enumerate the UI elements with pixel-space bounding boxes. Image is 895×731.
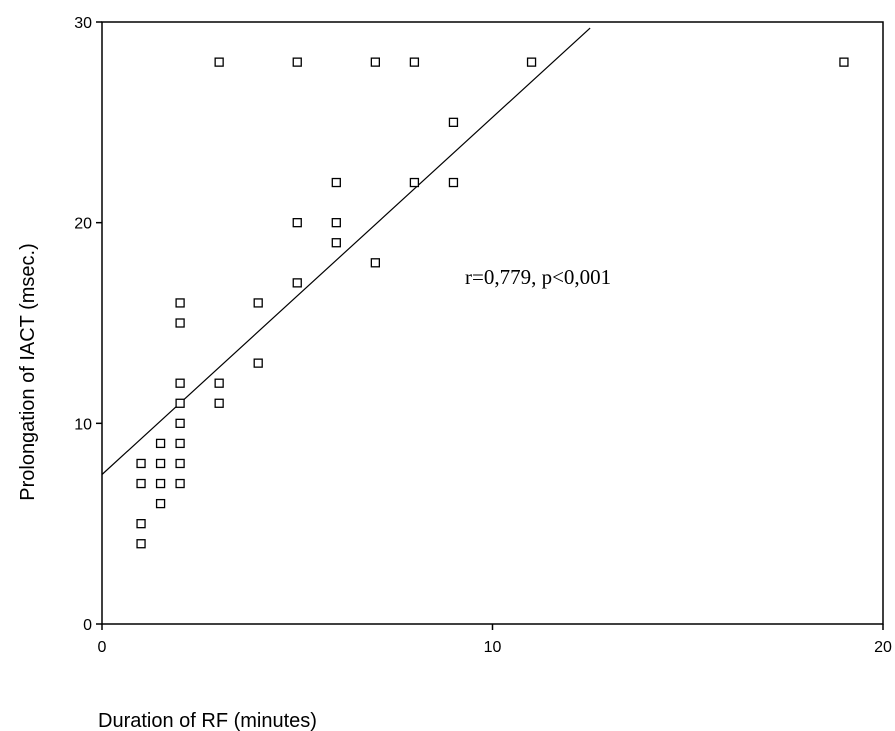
scatter-point: [155, 458, 166, 469]
x-tick-label: 10: [484, 639, 502, 656]
y-axis-label: Prolongation of IACT (msec.): [17, 243, 39, 501]
scatter-point: [175, 458, 185, 469]
scatter-point: [253, 298, 263, 308]
regression-line-group: [101, 27, 591, 475]
scatter-point: [526, 57, 537, 67]
scatter-point: [370, 258, 381, 268]
x-tick-label: 0: [98, 639, 107, 656]
axis-ticks: [96, 21, 884, 630]
scatter-point: [214, 378, 224, 388]
scatter-point: [331, 218, 341, 228]
scatter-point: [839, 57, 849, 67]
scatter-point: [331, 238, 341, 248]
scatter-point: [448, 117, 459, 127]
scatter-point: [175, 378, 185, 388]
scatter-point: [175, 418, 185, 428]
scatter-point: [136, 539, 146, 549]
scatter-point: [409, 57, 420, 67]
scatter-point: [155, 478, 166, 489]
x-axis-label: Duration of RF (minutes): [98, 710, 317, 731]
scatter-point: [175, 398, 185, 408]
y-tick-label: 10: [74, 416, 92, 433]
scatter-point: [214, 398, 224, 408]
data-points: [136, 57, 849, 549]
scatter-point: [370, 57, 381, 67]
x-tick-label: 20: [874, 639, 892, 656]
scatter-point: [175, 438, 185, 449]
scatter-point: [331, 177, 341, 188]
scatter-point: [155, 438, 166, 449]
correlation-annotation: r=0,779, p<0,001: [465, 265, 611, 289]
regression-line: [101, 27, 591, 475]
scatter-point: [155, 498, 166, 509]
y-tick-label: 30: [74, 15, 92, 32]
scatter-point: [253, 358, 263, 368]
scatter-point: [175, 298, 185, 308]
scatter-point: [136, 478, 146, 489]
scatter-point: [175, 318, 185, 328]
scatter-point: [214, 57, 224, 67]
y-tick-label: 20: [74, 216, 92, 233]
scatter-point: [136, 519, 146, 529]
scatter-point: [292, 278, 302, 288]
scatter-point: [409, 177, 420, 188]
scatter-point: [175, 478, 185, 489]
plot-frame: [101, 21, 884, 625]
axis-tick-labels: 0 10 20 0 10 20 30: [74, 15, 892, 656]
y-tick-label: 0: [83, 617, 92, 634]
scatter-point: [292, 218, 302, 228]
scatter-point: [136, 458, 146, 469]
scatter-point: [292, 57, 302, 67]
scatter-point: [448, 177, 459, 188]
